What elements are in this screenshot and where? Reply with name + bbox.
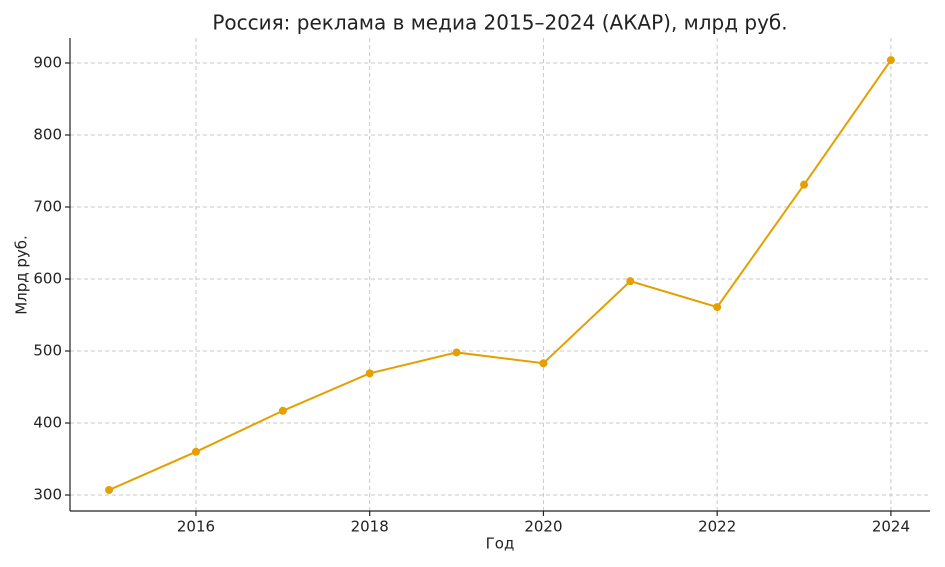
y-tick-label: 400: [33, 414, 62, 432]
point: [452, 348, 461, 357]
y-tick-label: 800: [33, 125, 62, 143]
x-tick-label: 2022: [698, 518, 736, 536]
point: [539, 359, 548, 368]
x-axis-label: Год: [486, 535, 515, 553]
x-tick-label: 2018: [351, 518, 389, 536]
x-tick-label: 2024: [872, 518, 910, 536]
point: [626, 277, 635, 286]
chart-title: Россия: реклама в медиа 2015–2024 (АКАР)…: [212, 11, 787, 35]
point: [713, 303, 722, 312]
y-tick-label: 900: [33, 53, 62, 71]
y-tick-label: 500: [33, 342, 62, 360]
y-tick-label: 600: [33, 270, 62, 288]
point: [365, 369, 374, 378]
y-tick-label: 700: [33, 197, 62, 215]
point: [191, 447, 200, 456]
x-tick-label: 2020: [524, 518, 562, 536]
point: [800, 180, 809, 189]
line: [108, 59, 892, 491]
y-axis-label: Млрд руб.: [13, 235, 31, 315]
x-tick-label: 2016: [177, 518, 215, 536]
y-tick-label: 300: [33, 486, 62, 504]
point: [278, 406, 287, 415]
point: [886, 56, 895, 65]
point: [105, 485, 114, 494]
